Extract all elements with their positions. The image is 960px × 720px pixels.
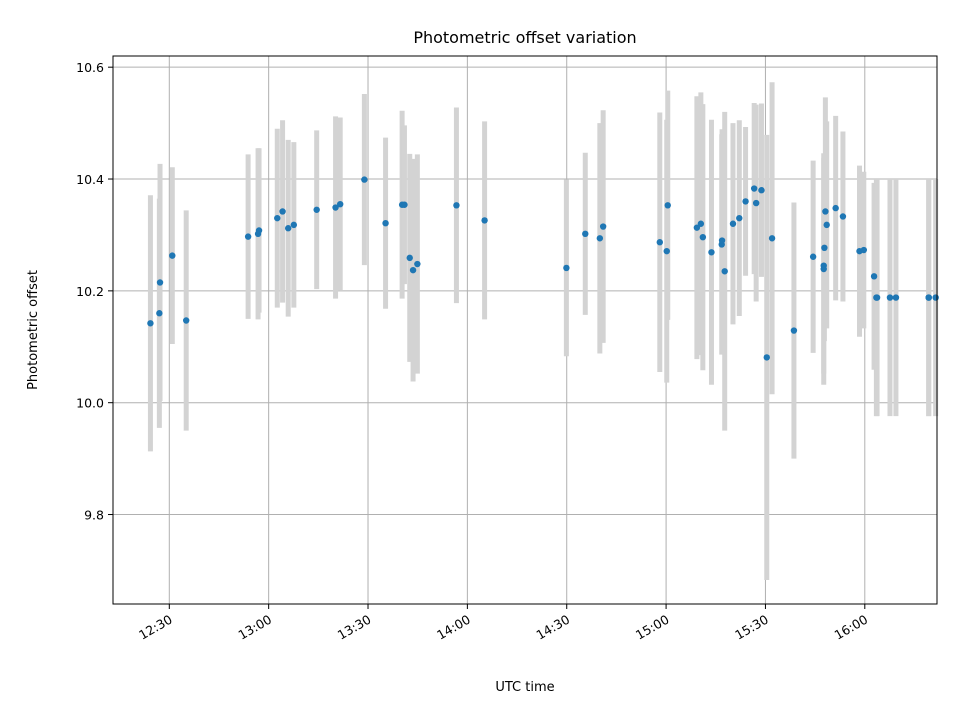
data-point xyxy=(156,310,163,317)
data-point xyxy=(332,204,339,211)
data-point xyxy=(729,220,737,227)
data-point xyxy=(708,249,715,256)
data-point xyxy=(582,230,589,238)
data-point xyxy=(699,233,707,241)
data-point xyxy=(279,208,286,215)
data-point xyxy=(820,265,827,273)
y-tick-label: 10.6 xyxy=(76,60,104,75)
data-point xyxy=(156,279,164,286)
data-point xyxy=(822,208,829,215)
chart-title: Photometric offset variation xyxy=(413,28,636,47)
data-point xyxy=(596,235,604,242)
y-tick-label: 10.0 xyxy=(76,396,104,411)
data-point xyxy=(382,219,389,227)
data-point xyxy=(244,233,252,240)
y-tick-label: 10.2 xyxy=(76,284,104,299)
data-point xyxy=(736,214,743,222)
data-point xyxy=(718,237,726,244)
data-point xyxy=(284,225,292,232)
data-point xyxy=(599,223,607,230)
data-point xyxy=(255,227,263,234)
data-point xyxy=(697,220,705,227)
y-tick-label: 9.8 xyxy=(84,508,104,523)
data-point xyxy=(361,176,368,183)
data-points xyxy=(147,176,939,361)
data-point xyxy=(406,254,413,262)
data-point xyxy=(821,244,828,251)
data-point xyxy=(274,214,281,222)
data-point xyxy=(290,221,298,229)
data-point xyxy=(870,273,878,280)
data-point xyxy=(409,266,417,274)
data-point xyxy=(790,327,798,334)
data-point xyxy=(401,201,408,208)
data-point xyxy=(693,224,701,231)
data-point xyxy=(925,294,932,301)
data-point xyxy=(750,185,758,192)
data-point xyxy=(336,200,344,208)
data-point xyxy=(892,294,900,301)
data-point xyxy=(823,221,830,229)
data-point xyxy=(832,204,839,212)
data-point xyxy=(763,354,770,361)
data-point xyxy=(663,247,670,255)
data-point xyxy=(147,320,154,327)
y-axis-ticks: 9.8 10.0 10.2 10.4 10.6 xyxy=(76,60,113,523)
data-point xyxy=(313,206,320,213)
plot-frame xyxy=(112,55,938,605)
data-point xyxy=(742,198,749,205)
data-point xyxy=(768,235,776,242)
data-point xyxy=(664,202,671,209)
data-point xyxy=(758,187,765,194)
data-point xyxy=(414,260,421,268)
data-point xyxy=(752,199,760,207)
data-point xyxy=(182,317,190,324)
data-point xyxy=(169,252,176,259)
x-axis-label: UTC time xyxy=(495,680,554,695)
data-point xyxy=(453,202,460,209)
data-point xyxy=(656,239,663,246)
y-axis-label: Photometric offset xyxy=(26,270,41,390)
data-point xyxy=(873,294,881,301)
data-point xyxy=(932,294,939,301)
data-point xyxy=(481,217,488,224)
data-point xyxy=(721,268,728,275)
data-point xyxy=(563,264,570,272)
data-point xyxy=(809,253,817,260)
data-point xyxy=(839,213,847,220)
y-tick-label: 10.4 xyxy=(76,172,104,187)
data-point xyxy=(860,246,868,254)
data-point xyxy=(886,294,894,301)
